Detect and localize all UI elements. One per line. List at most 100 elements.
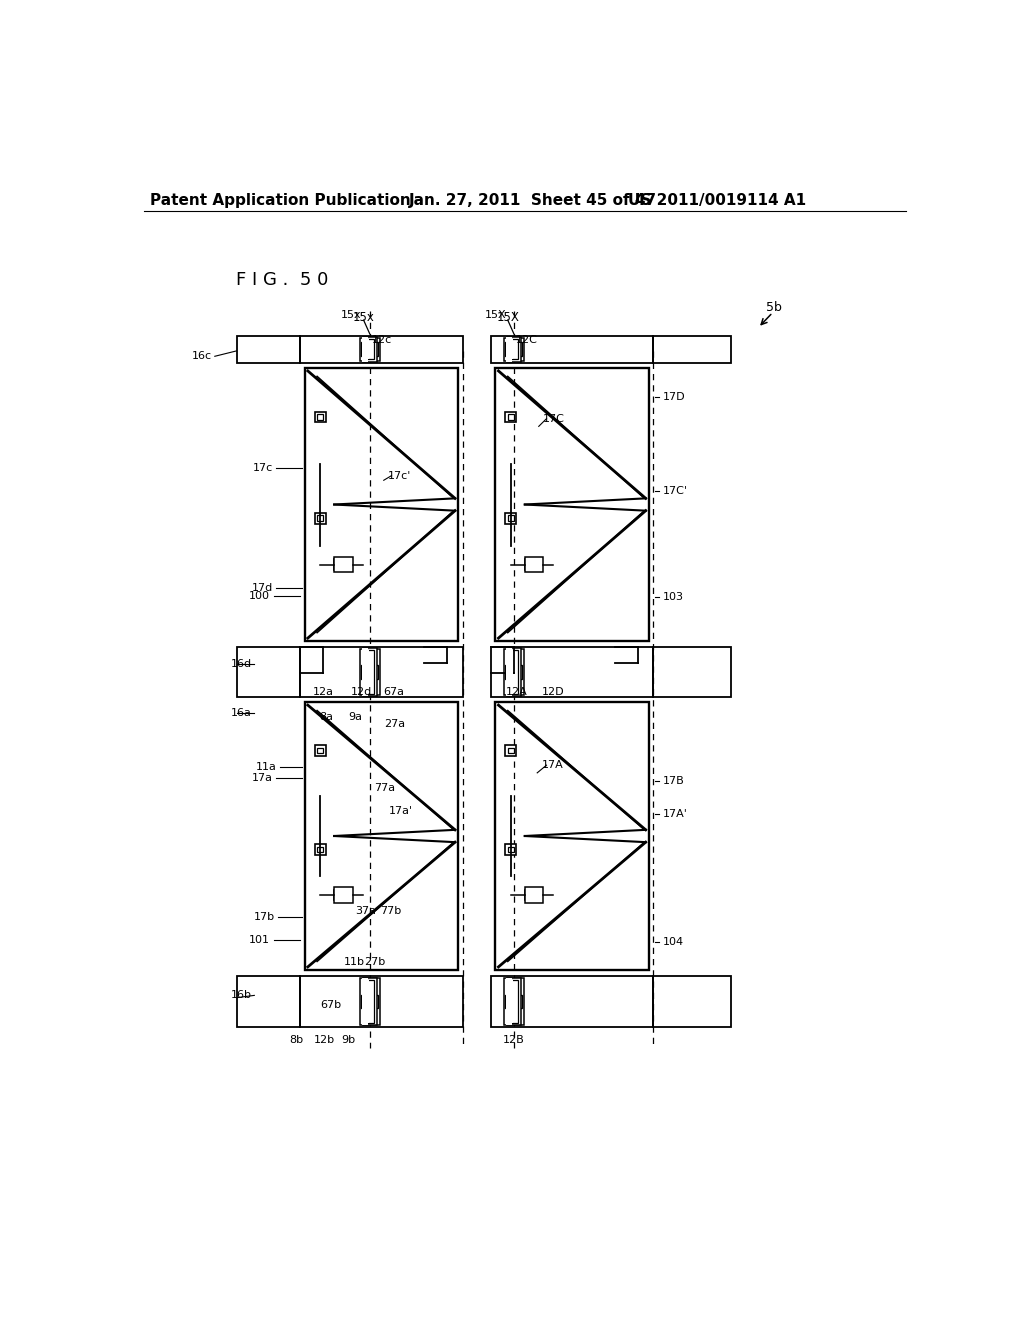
Bar [314,744,326,755]
Bar [361,995,378,1008]
Text: 16c: 16c [191,351,212,362]
Text: 17C: 17C [543,413,564,424]
Bar [237,335,300,363]
Bar [506,337,512,362]
Bar [366,339,374,359]
Bar [510,651,518,693]
Text: 17A': 17A' [663,809,688,820]
Bar [653,335,731,363]
Bar [366,979,374,1023]
Bar [365,668,375,676]
Text: 12C: 12C [516,335,539,345]
Text: 67a: 67a [384,686,404,697]
Bar [506,978,512,1026]
Bar [366,651,374,693]
Text: 12a: 12a [312,686,334,697]
Bar [334,890,345,900]
Bar [334,557,352,573]
Text: 17D: 17D [663,392,685,403]
Bar [361,665,378,678]
Bar [496,702,649,970]
Text: 11a: 11a [256,762,276,772]
Text: 17a: 17a [252,774,273,783]
Bar [527,892,532,898]
Bar [300,335,463,363]
Text: 16b: 16b [231,990,252,1001]
Bar [509,998,519,1006]
Bar [507,978,521,1026]
Bar [507,337,521,362]
Bar [366,651,369,693]
Bar [653,977,731,1027]
Bar [504,338,524,360]
Text: 8a: 8a [319,711,334,722]
Bar [496,368,649,642]
Bar [237,647,300,697]
Bar [362,978,377,1026]
Bar [509,651,513,693]
Bar [506,995,522,1008]
Text: 67b: 67b [321,1001,341,1010]
Bar [508,846,514,853]
Bar [337,892,342,898]
Text: 11b: 11b [343,957,365,966]
Text: 15x: 15x [340,310,361,321]
Bar [524,887,544,903]
Text: 9b: 9b [341,1035,355,1045]
Bar [506,744,516,755]
Bar [359,338,380,360]
Bar [504,649,524,696]
Bar [305,368,458,642]
Text: 15X: 15X [484,310,506,321]
Bar [524,890,536,900]
Text: 12d: 12d [351,686,373,697]
Text: 77b: 77b [380,907,401,916]
Bar [506,843,516,855]
Bar [359,649,380,696]
Bar [362,337,369,362]
Bar [334,560,345,570]
Text: 17b: 17b [254,912,275,921]
Text: 100: 100 [249,591,270,601]
Text: 17A: 17A [542,760,563,770]
Bar [524,560,536,570]
Bar [337,562,342,568]
Text: 27a: 27a [384,719,404,730]
Text: 17B: 17B [663,776,684,785]
Text: Patent Application Publication: Patent Application Publication [150,193,411,209]
Bar [506,342,522,356]
Bar [317,414,323,420]
Bar [317,846,323,853]
Text: 27b: 27b [365,957,386,966]
Bar [508,516,514,521]
Bar [366,339,369,359]
Bar [506,665,522,678]
Bar [509,979,513,1023]
Text: 9a: 9a [348,711,362,722]
Bar [366,979,369,1023]
Bar [305,702,458,970]
Bar [314,512,326,524]
Bar [506,512,516,524]
Bar [507,648,521,696]
Text: 37a: 37a [355,907,376,916]
Text: 12c: 12c [372,335,392,345]
Text: 17a': 17a' [389,807,414,816]
Text: 12b: 12b [314,1035,335,1045]
Text: 101: 101 [249,935,270,945]
Bar [509,339,513,359]
Bar [508,747,514,752]
Text: 15X: 15X [497,310,520,323]
Bar [506,412,516,422]
Text: 77a: 77a [374,783,395,793]
Text: 8b: 8b [289,1035,303,1045]
Bar [490,977,653,1027]
Text: 16d: 16d [230,659,252,669]
Bar [314,412,326,422]
Text: 17d: 17d [252,583,273,593]
Bar [334,887,352,903]
Bar [509,668,519,676]
Bar [510,979,518,1023]
Bar [653,647,731,697]
Text: 17c: 17c [253,463,273,473]
